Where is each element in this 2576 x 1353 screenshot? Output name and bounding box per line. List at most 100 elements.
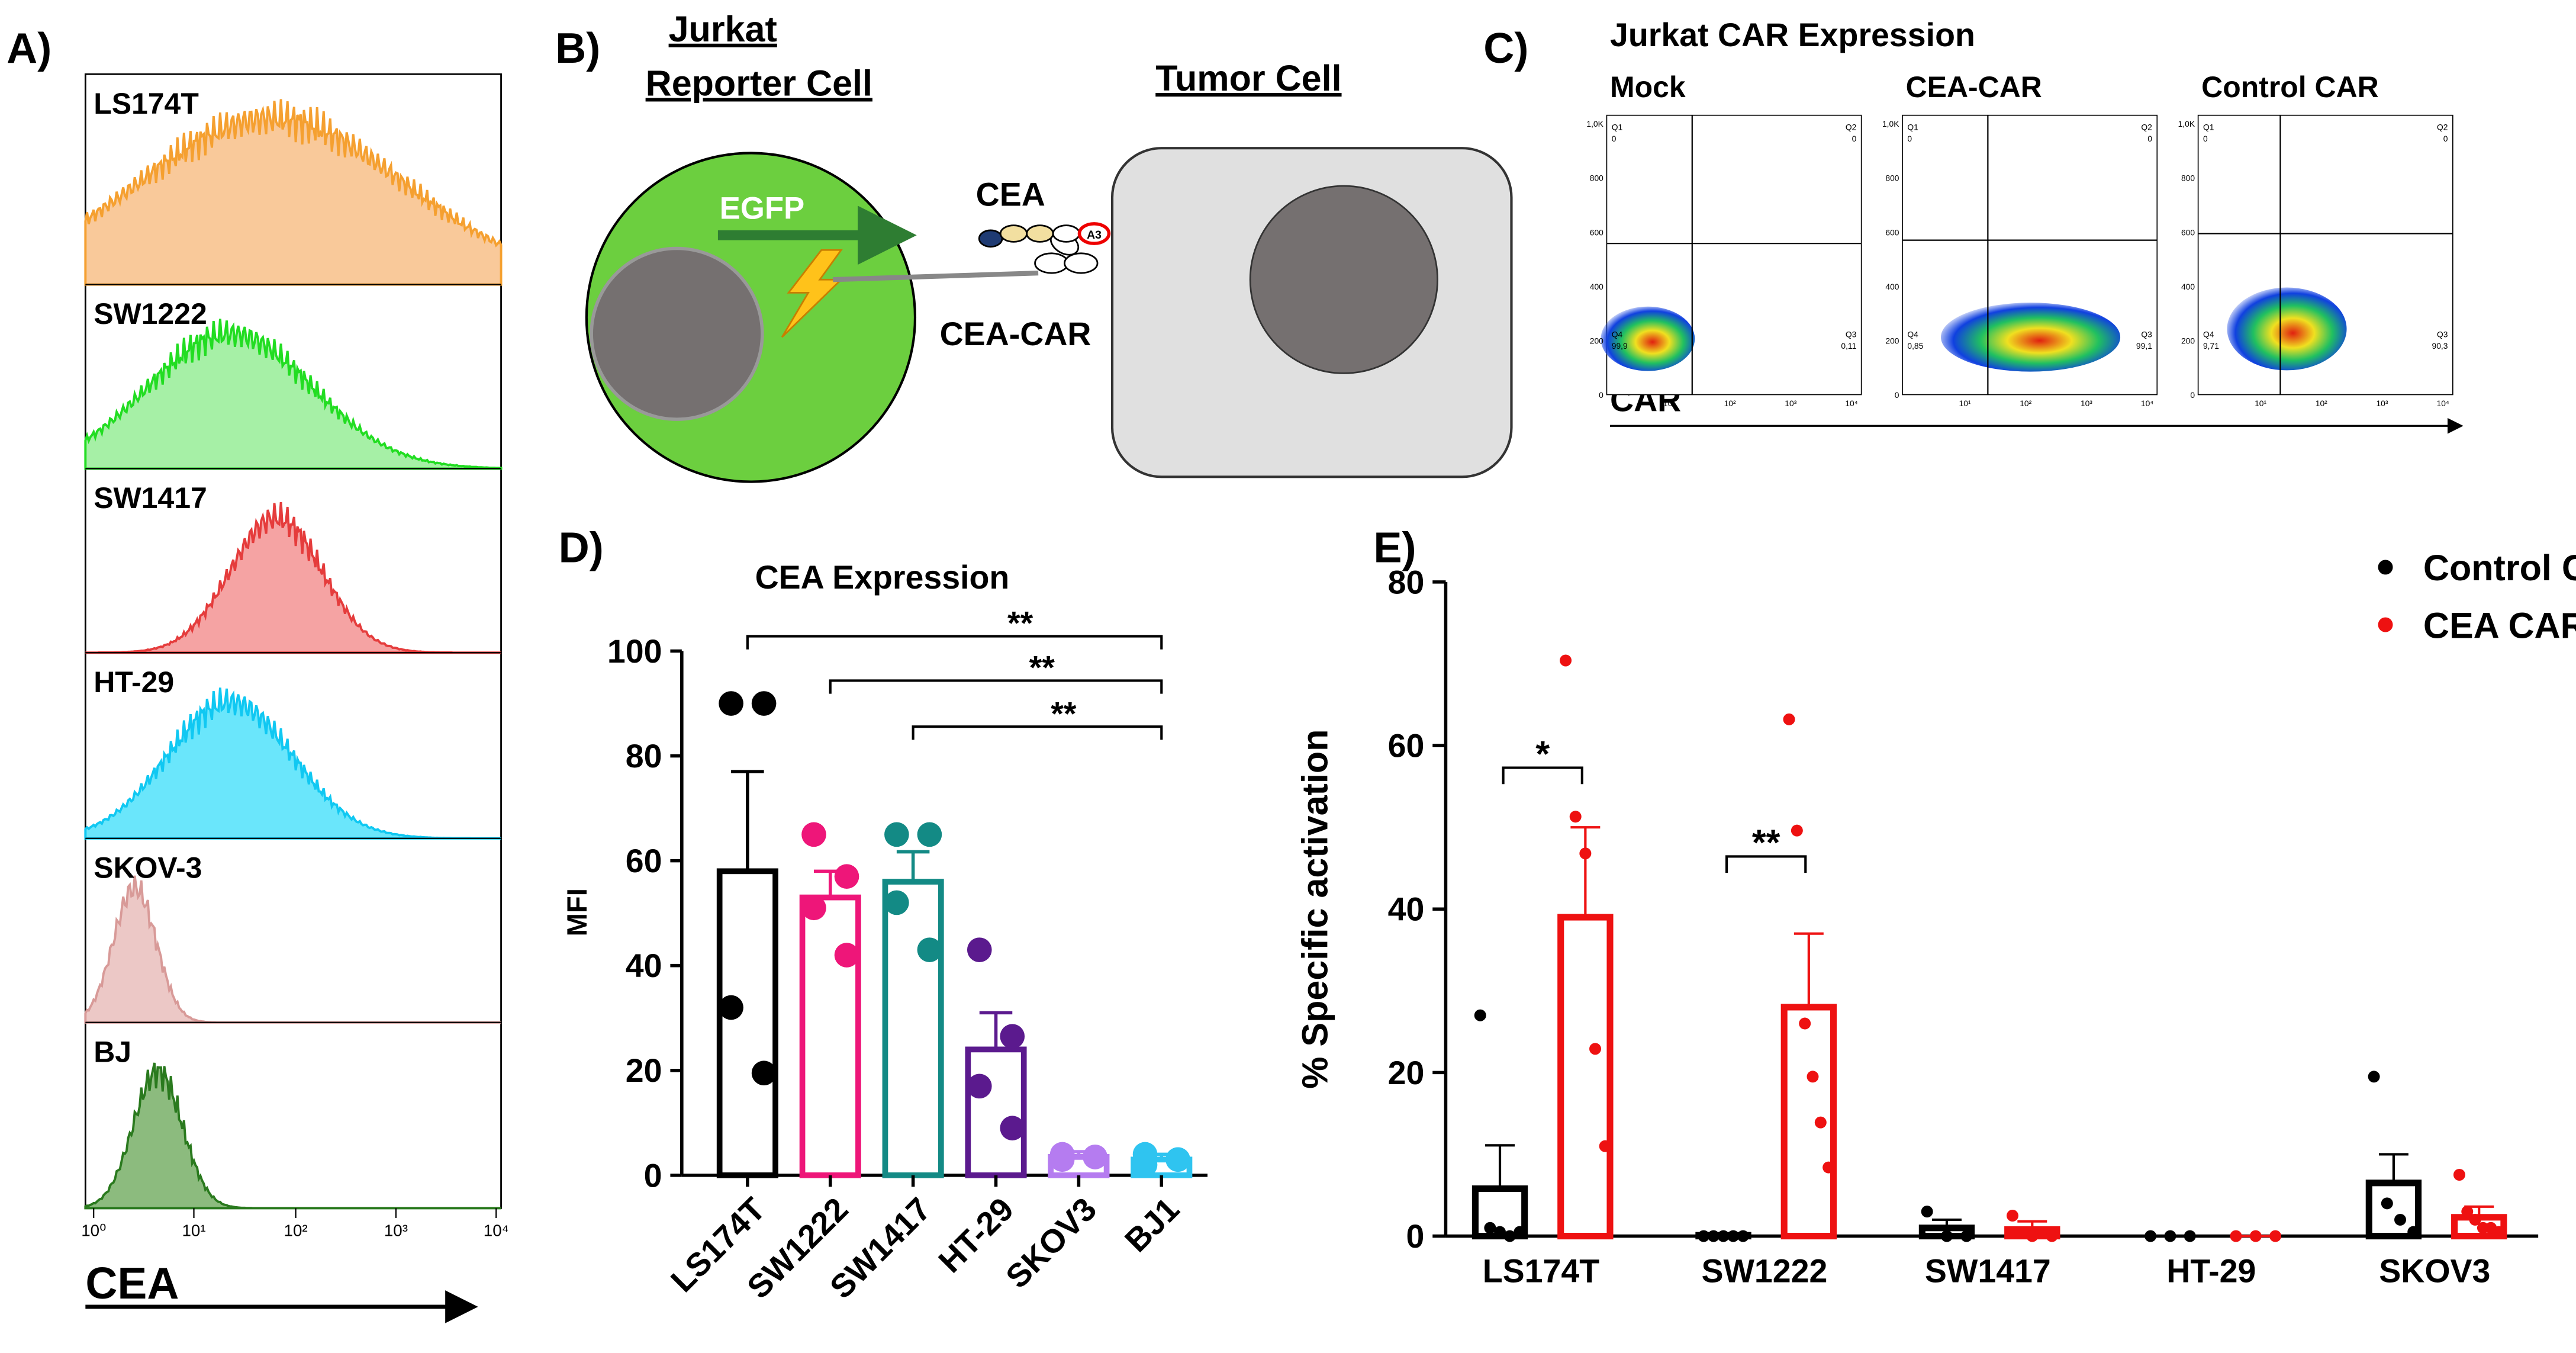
data-point — [2230, 1230, 2242, 1242]
cell-label: Reporter Cell — [646, 63, 872, 103]
data-point — [1960, 1230, 1973, 1242]
x-tick-label: 10² — [1724, 398, 1736, 408]
car-stalk — [833, 270, 1039, 282]
data-point — [719, 995, 743, 1020]
panel-title: Jurkat CAR Expression — [1610, 17, 1975, 53]
data-point — [751, 1060, 777, 1086]
data-point — [1814, 1116, 1827, 1129]
protein-label: CEA-CAR — [940, 316, 1091, 352]
sample-label: SKOV-3 — [94, 851, 202, 885]
quadrant-value: 0 — [1612, 134, 1617, 143]
histogram — [85, 502, 501, 654]
data-point — [2453, 1169, 2465, 1181]
error-bar — [1932, 1218, 1962, 1228]
histogram — [84, 319, 503, 470]
x-tick-label: SKOV3 — [999, 1191, 1103, 1296]
y-tick-label: 0 — [1895, 390, 1899, 400]
y-tick-label: 20 — [1388, 1055, 1425, 1091]
chart-title: CEA Expression — [755, 559, 1010, 596]
histogram — [84, 99, 503, 286]
panel-label: A) — [7, 25, 51, 72]
panel-label: D) — [559, 525, 604, 572]
data-point — [1589, 1043, 1602, 1055]
quadrant-name: Q1 — [1907, 123, 1918, 132]
error-bar — [1793, 932, 1824, 1007]
cell-label: Jurkat — [669, 9, 777, 49]
quadrant-name: Q3 — [2437, 329, 2448, 339]
data-point — [1599, 1140, 1611, 1152]
x-tick-label: HT-29 — [2166, 1252, 2256, 1289]
y-axis-label: % Specific activation — [1295, 729, 1335, 1089]
y-tick-label: 0 — [644, 1157, 662, 1194]
significance-bracket — [746, 635, 1163, 650]
quadrant-name: Q4 — [2203, 329, 2214, 339]
significance-bracket — [1725, 855, 1807, 873]
quadrant-value: 0 — [2443, 134, 2448, 143]
data-point — [1783, 713, 1795, 725]
data-point — [2394, 1213, 2407, 1226]
legend-marker — [2378, 560, 2393, 575]
sample-label: HT-29 — [94, 666, 174, 699]
data-point — [1484, 1222, 1496, 1234]
quadrant-value: 0 — [1852, 134, 1857, 143]
histogram — [84, 1062, 501, 1210]
data-point — [917, 822, 942, 847]
x-tick-label: 10⁴ — [1845, 398, 1857, 408]
data-point — [2461, 1206, 2474, 1218]
legend-label: Control CAR — [2423, 548, 2576, 588]
significance-label: ** — [1029, 650, 1055, 686]
data-point — [884, 890, 909, 915]
data-point — [967, 937, 992, 962]
domain-label: A3 — [1087, 229, 1102, 242]
data-point — [1474, 1009, 1486, 1021]
sample-label: SW1417 — [94, 481, 207, 515]
error-bar — [2378, 1153, 2408, 1183]
bar — [799, 894, 861, 1178]
bar — [716, 868, 778, 1178]
scfv — [1034, 252, 1069, 274]
x-tick-label: 10³ — [2081, 398, 2092, 408]
quadrant-name: Q4 — [1907, 329, 1918, 339]
quadrant-name: Q4 — [1612, 329, 1623, 339]
data-point — [1822, 1161, 1835, 1174]
quadrant-value: 0 — [2203, 134, 2208, 143]
error-bar — [979, 1011, 1013, 1050]
quadrant-value: 9,71 — [2203, 341, 2219, 351]
plot-title: Control CAR — [2201, 70, 2379, 104]
legend-marker — [2378, 617, 2393, 632]
y-tick-label: 1,0K — [1882, 119, 1899, 128]
x-tick-label: BJ1 — [1118, 1191, 1186, 1259]
data-point — [1799, 1017, 1811, 1030]
data-point — [2269, 1230, 2282, 1242]
quadrant-value: 90,3 — [2432, 341, 2448, 351]
data-point — [751, 691, 777, 716]
y-tick-label: 100 — [607, 633, 662, 670]
panel-label: B) — [555, 25, 600, 72]
quadrant-name: Q3 — [1846, 329, 1857, 339]
quadrant-value: 99,1 — [2136, 341, 2152, 351]
error-bar — [731, 770, 764, 872]
data-point — [1165, 1147, 1190, 1172]
y-tick-label: 1,0K — [1586, 119, 1603, 128]
scfv — [1064, 252, 1099, 274]
sample-label: BJ — [94, 1035, 131, 1068]
error-bar — [1570, 826, 1601, 918]
data-point — [2046, 1230, 2058, 1242]
data-point — [2493, 1226, 2505, 1238]
y-tick-label: 600 — [1590, 227, 1603, 237]
x-tick-label: 10³ — [2376, 398, 2388, 408]
quadrant-value: 99,9 — [1612, 341, 1628, 351]
cea-domain — [1026, 224, 1054, 243]
nucleus — [590, 246, 764, 421]
data-point — [1000, 1116, 1025, 1140]
cea-domain — [999, 224, 1028, 243]
x-tick-label: 10¹ — [1959, 398, 1970, 408]
x-tick-label: 10⁰ — [81, 1222, 106, 1240]
error-bar — [2017, 1220, 2047, 1230]
y-tick-label: 800 — [1590, 173, 1603, 183]
y-tick-label: 1,0K — [2178, 119, 2195, 128]
legend-label: CEA CAR — [2423, 605, 2576, 645]
data-point — [884, 822, 909, 847]
bar — [882, 879, 944, 1178]
quadrant-name: Q2 — [1846, 123, 1857, 132]
